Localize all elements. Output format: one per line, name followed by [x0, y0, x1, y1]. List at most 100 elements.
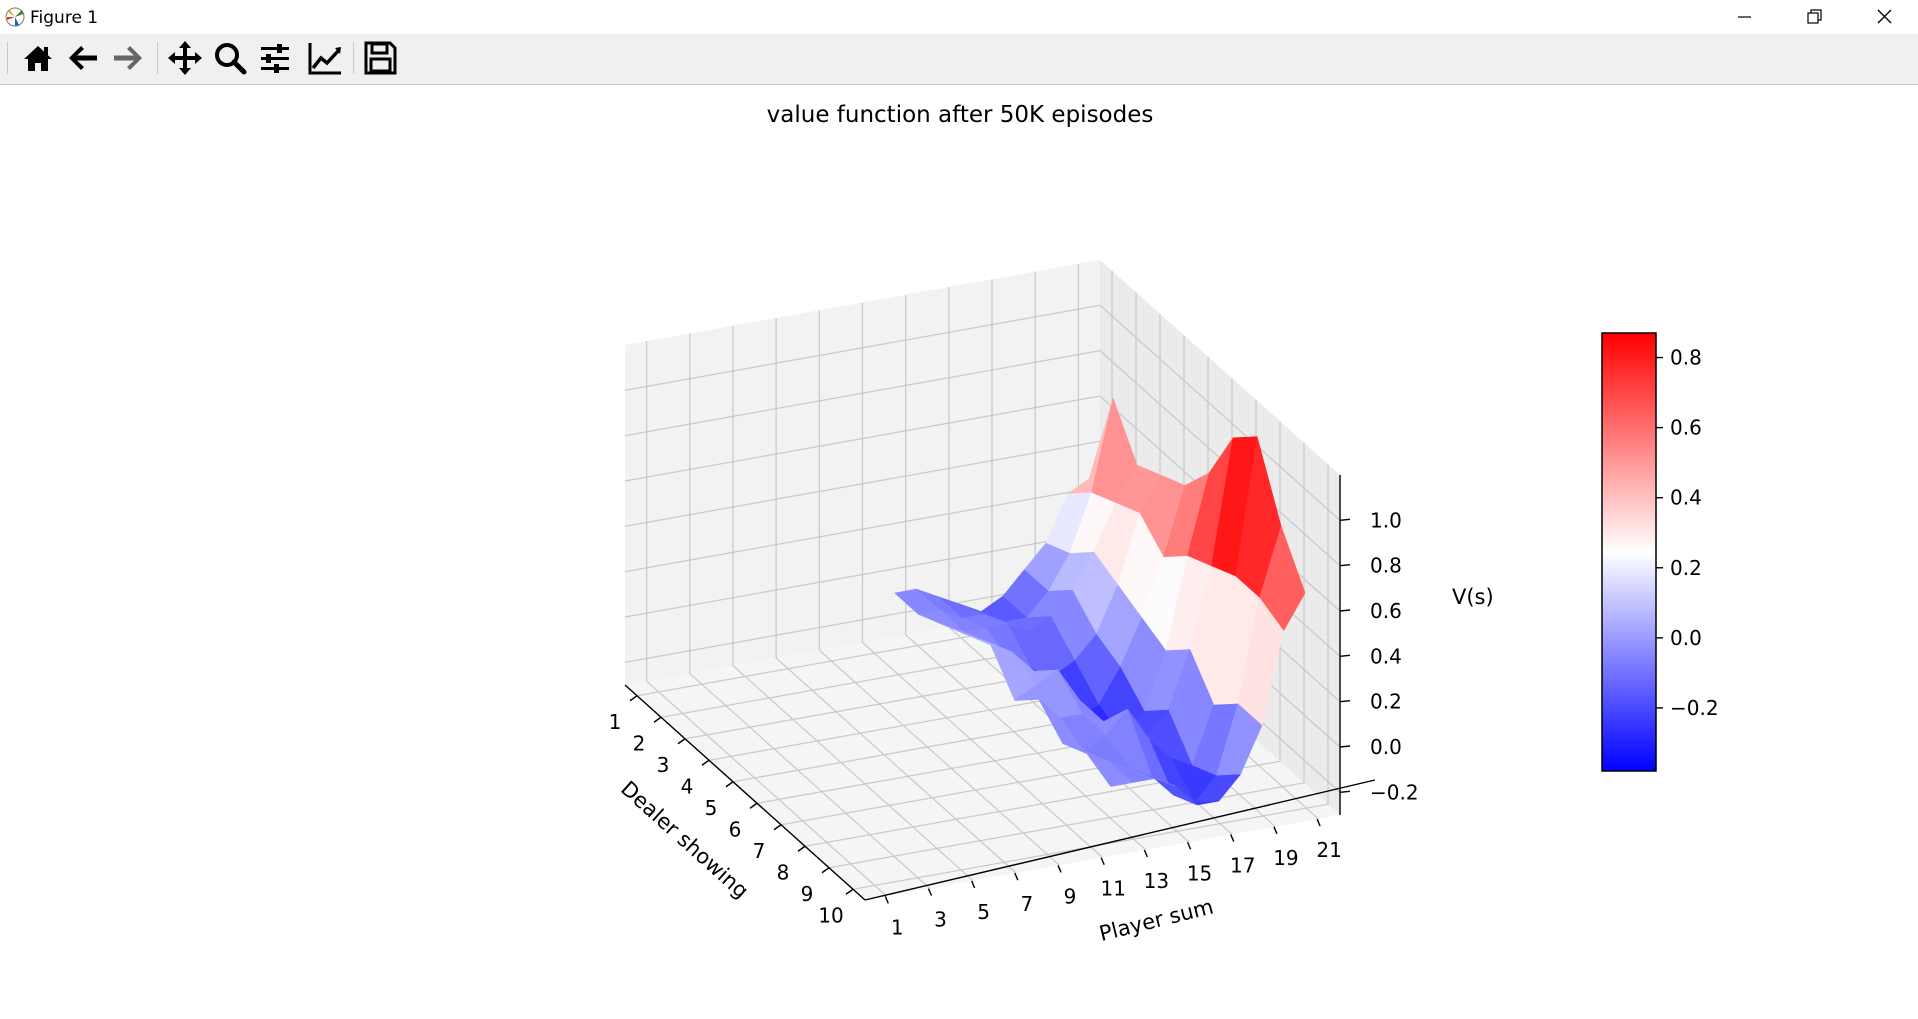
dealer-axis-line [624, 684, 866, 901]
player-tick-mark [1273, 826, 1278, 835]
z-tick-mark [1339, 790, 1351, 794]
save-button[interactable] [360, 38, 400, 78]
player-tick-label: 3 [934, 908, 947, 932]
z-tick-label: 0.8 [1370, 554, 1402, 578]
z-tick-mark [1339, 518, 1351, 522]
z-tick-mark [1339, 609, 1351, 612]
z-tick-mark [1339, 699, 1351, 703]
z-tick-label: 0.2 [1370, 690, 1402, 714]
dealer-tick-mark [821, 867, 830, 874]
toolbar [0, 34, 1918, 85]
dealer-tick-label: 3 [657, 753, 670, 777]
dealer-tick-label: 7 [753, 839, 766, 863]
grid-line [689, 333, 931, 889]
dealer-tick-label: 4 [681, 774, 694, 798]
z-tick-mark [1339, 654, 1351, 658]
player-axis-line [864, 779, 1376, 901]
player-tick-mark [1143, 849, 1149, 858]
player-tick-label: 15 [1187, 861, 1212, 885]
player-tick-label: 13 [1144, 869, 1169, 893]
colorbar-gradient [1601, 332, 1657, 772]
colorbar-tick-label: 0.4 [1670, 486, 1702, 510]
toolbar-separator [157, 42, 158, 74]
edit-axis-button[interactable] [305, 38, 345, 78]
axes3d-axes [624, 475, 1376, 901]
grid-line [828, 442, 1305, 869]
z-tick-label: 0.6 [1370, 599, 1402, 623]
minimize-button[interactable] [1709, 0, 1779, 34]
player-tick-label: 1 [891, 915, 904, 939]
player-tick-label: 21 [1316, 838, 1341, 862]
colorbar-tick-label: 0.6 [1670, 416, 1702, 440]
player-tick-label: 7 [1020, 892, 1033, 916]
close-button[interactable] [1849, 0, 1918, 34]
player-tick-label: 19 [1273, 846, 1298, 870]
surface-patch [1085, 753, 1134, 787]
player-tick-mark [1057, 865, 1062, 873]
grid-line [775, 318, 1017, 874]
z-tick-mark [1339, 563, 1351, 567]
z-tick-label: 1.0 [1370, 508, 1402, 532]
grid-line [818, 310, 1060, 866]
z-tick-label: 0.4 [1370, 644, 1402, 668]
window-titlebar: Figure 1 [0, 0, 1918, 34]
player-tick-mark [1186, 842, 1192, 850]
window-title: Figure 1 [30, 8, 99, 28]
value-surface [894, 397, 1306, 806]
player-tick-label: 9 [1064, 884, 1077, 908]
colorbar-tick-label: 0.0 [1670, 626, 1702, 650]
back-button[interactable] [63, 38, 103, 78]
dealer-tick-label: 9 [801, 882, 814, 906]
dealer-tick-label: 5 [705, 796, 718, 820]
player-tick-label: 5 [977, 900, 990, 924]
player-tick-label: 11 [1100, 877, 1125, 901]
forward-button[interactable] [108, 38, 148, 78]
zoom-button[interactable] [210, 38, 250, 78]
player-tick-mark [927, 888, 933, 896]
player-tick-mark [1014, 872, 1019, 881]
colorbar-tick-label: 0.8 [1670, 346, 1702, 370]
dealer-tick-mark [725, 781, 734, 788]
dealer-tick-mark [701, 759, 710, 766]
matplotlib-logo-icon [5, 7, 25, 27]
dealer-tick-mark [677, 738, 686, 745]
player-tick-mark [1316, 818, 1321, 827]
restore-button[interactable] [1779, 0, 1849, 34]
dealer-tick-mark [773, 824, 782, 831]
dealer-tick-mark [845, 888, 854, 895]
dealer-tick-mark [797, 845, 806, 852]
dealer-tick-label: 8 [777, 860, 790, 884]
z-tick-mark [1339, 745, 1351, 748]
sliders-icon [261, 44, 289, 73]
grid-line [905, 294, 1147, 851]
player-tick-mark [884, 896, 889, 904]
pan-button[interactable] [165, 38, 205, 78]
grid-line [645, 341, 888, 897]
move-icon [168, 41, 202, 75]
player-tick-mark [1100, 857, 1105, 866]
dealer-tick-label: 6 [729, 817, 742, 841]
z-axis-label: V(s) [1452, 585, 1494, 609]
subplots-button[interactable] [255, 38, 295, 78]
magnifier-icon [215, 43, 247, 75]
arrow-left-icon [69, 46, 97, 70]
dealer-tick-mark [749, 802, 758, 809]
home-button[interactable] [18, 38, 58, 78]
player-tick-label: 17 [1230, 854, 1255, 878]
colorbar-tick-label: −0.2 [1670, 696, 1719, 720]
z-tick-label: −0.2 [1370, 780, 1419, 804]
grid-line [852, 464, 1329, 890]
z-tick-label: 0.0 [1370, 735, 1402, 759]
floppy-disk-icon [364, 41, 397, 75]
dealer-tick-label: 10 [818, 903, 843, 927]
colorbar-ticks: −0.2 0.0 0.2 0.4 0.6 0.8 [1656, 346, 1719, 720]
grid-line [861, 302, 1103, 858]
chart-title: value function after 50K episodes [767, 102, 1154, 128]
figure-canvas[interactable]: value function after 50K episodes 123456… [0, 85, 1918, 1019]
y-axis-label: Player sum [1097, 894, 1216, 946]
colorbar: −0.2 0.0 0.2 0.4 0.6 0.8 [1601, 332, 1719, 772]
arrow-right-icon [114, 46, 142, 70]
dealer-tick-label: 2 [633, 731, 646, 755]
player-tick-mark [1230, 834, 1235, 842]
